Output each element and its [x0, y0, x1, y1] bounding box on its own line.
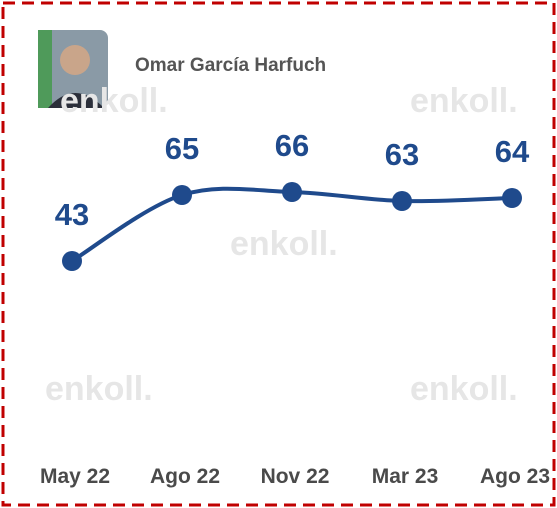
data-label: 65 [165, 131, 199, 166]
x-tick-label: Ago 23 [480, 465, 550, 488]
watermark: enkoll. [230, 225, 338, 263]
x-tick-label: Nov 22 [261, 465, 330, 488]
chart-title: Omar García Harfuch [135, 55, 326, 76]
watermark: enkoll. [45, 370, 153, 408]
watermark: enkoll. [60, 82, 168, 120]
x-tick-label: May 22 [40, 465, 110, 488]
watermark: enkoll. [410, 82, 518, 120]
photo-flag [38, 30, 52, 108]
data-label: 64 [495, 134, 530, 169]
photo-face [60, 45, 90, 75]
data-label: 66 [275, 128, 309, 163]
data-label: 63 [385, 137, 419, 172]
point [62, 251, 82, 271]
x-tick-label: Mar 23 [372, 465, 439, 488]
x-tick-label: Ago 22 [150, 465, 220, 488]
data-label: 43 [55, 197, 89, 232]
point [392, 191, 412, 211]
point [502, 188, 522, 208]
watermark: enkoll. [410, 370, 518, 408]
chart: Omar García Harfuch enkoll. enkoll. enko… [0, 0, 557, 508]
point [282, 182, 302, 202]
point [172, 185, 192, 205]
